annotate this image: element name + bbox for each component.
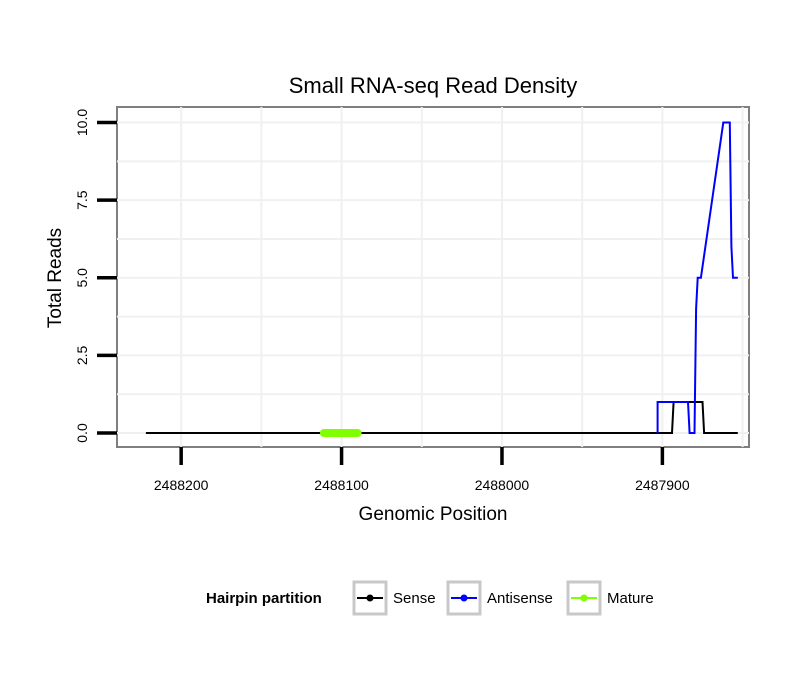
x-axis: 2488200 2488100 2488000 2487900 [154,447,690,493]
x-tick-label: 2488100 [314,477,369,493]
legend-label-antisense: Antisense [487,590,553,607]
x-tick-label: 2487900 [635,477,690,493]
y-axis: 0.0 2.5 5.0 7.5 10.0 [74,109,117,443]
y-tick-label: 0.0 [74,423,90,443]
chart-title: Small RNA-seq Read Density [289,73,578,98]
y-tick-label: 5.0 [74,268,90,288]
x-tick-label: 2488200 [154,477,209,493]
series-layer [145,121,738,437]
legend: Hairpin partition Sense Antisense Mature [206,580,654,616]
legend-point-mature [580,594,588,602]
y-axis-label: Total Reads [45,228,66,328]
legend-title: Hairpin partition [206,590,322,607]
legend-label-sense: Sense [393,590,436,607]
y-tick-label: 2.5 [74,345,90,365]
x-tick-label: 2488000 [475,477,530,493]
legend-point-antisense [460,594,468,602]
series-line-antisense [656,121,738,434]
legend-point-sense [366,594,374,602]
y-tick-label: 7.5 [74,190,90,210]
legend-label-mature: Mature [607,590,654,607]
x-axis-label: Genomic Position [359,504,508,525]
y-tick-label: 10.0 [74,109,90,136]
